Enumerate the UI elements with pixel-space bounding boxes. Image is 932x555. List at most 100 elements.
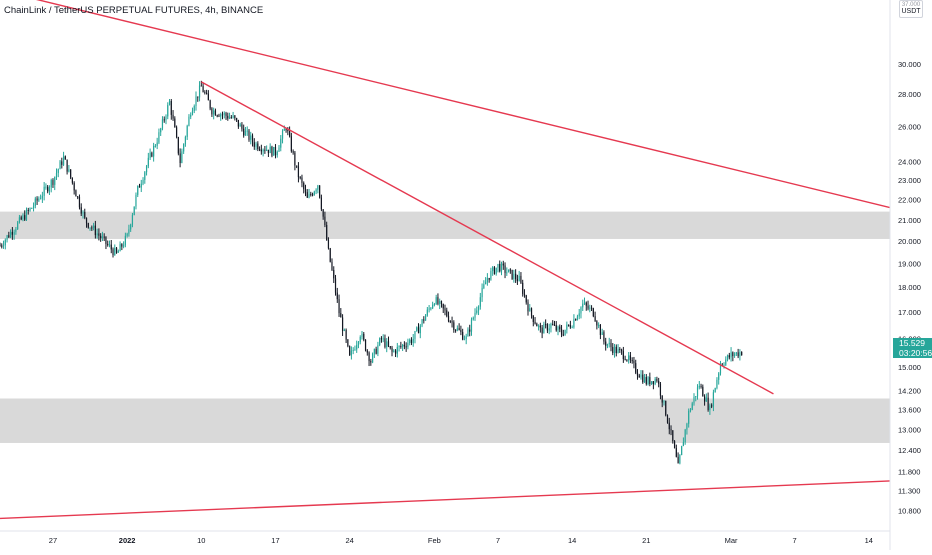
candle-body (338, 299, 340, 314)
candle-body (463, 339, 466, 341)
candle-body (656, 378, 658, 382)
candle-body (368, 352, 370, 362)
candle-body (421, 319, 423, 326)
candle-body (506, 272, 508, 274)
candle-body (41, 195, 43, 199)
candle-body (672, 430, 674, 442)
candle-body (84, 212, 86, 218)
candle-body (89, 227, 91, 229)
price-axis: 30.000 28.000 26.000 24.000 23.000 22.000 21.0… (898, 60, 921, 515)
candle-body (562, 334, 564, 336)
candle-body (38, 198, 40, 201)
candle-body (426, 309, 428, 316)
candle-body (536, 323, 538, 327)
candle-body (366, 350, 368, 353)
candle-body (207, 93, 209, 101)
candle-body (479, 297, 481, 307)
candle-body (442, 303, 444, 309)
candle-body (246, 130, 248, 132)
candle-body (560, 329, 563, 335)
candle-body (527, 302, 529, 312)
candle-body (77, 196, 79, 198)
candle-body (297, 166, 300, 178)
candle-body (315, 189, 317, 192)
candle-body (354, 349, 356, 351)
candle-body (576, 316, 579, 321)
candle-body (280, 138, 282, 148)
candle-body (529, 308, 531, 312)
candle-body (17, 222, 19, 230)
candle-body (13, 231, 15, 235)
candle-body (504, 265, 506, 273)
candle-body (684, 429, 686, 443)
candle-body (1, 245, 3, 247)
candle-body (40, 198, 42, 200)
price-tick-label: 18.000 (898, 283, 921, 292)
candle-body (296, 165, 298, 167)
candle-body (629, 355, 632, 361)
candle-body (193, 106, 195, 111)
candle-body (673, 441, 676, 449)
candle-body (257, 143, 259, 150)
candle-body (168, 100, 171, 106)
candle-body (539, 325, 541, 328)
candle-body (304, 189, 307, 193)
candle-body (234, 115, 236, 119)
candle-body (518, 275, 520, 282)
candle-body (188, 116, 190, 126)
candle-body (241, 124, 243, 129)
candle-body (582, 303, 584, 308)
candle-body (184, 136, 187, 145)
candle-body (80, 207, 82, 214)
candle-body (149, 152, 151, 158)
candle-body (454, 329, 457, 331)
candle-body (490, 271, 492, 280)
candle-body (324, 216, 326, 225)
candle-body (343, 329, 345, 331)
currency-code: USDT (901, 8, 921, 15)
candle-body (213, 110, 215, 115)
candle-body (174, 118, 176, 128)
candle-body (446, 310, 448, 317)
candle-body (659, 383, 662, 396)
candle-body (462, 331, 464, 340)
candle-body (75, 190, 77, 197)
candle-body (502, 263, 504, 266)
candle-body (181, 151, 183, 163)
price-tick-label: 12.400 (898, 446, 921, 455)
candle-body (243, 128, 245, 136)
candle-body (620, 349, 623, 352)
candle-body (409, 339, 411, 343)
candle-body (384, 338, 386, 348)
candle-body (622, 351, 624, 360)
candle-body (603, 332, 605, 342)
candle-body (626, 359, 628, 361)
time-tick-label: 14 (568, 536, 576, 545)
candle-body (209, 100, 211, 109)
candle-body (652, 381, 654, 385)
candle-body (121, 244, 123, 247)
candle-body (64, 156, 66, 160)
candle-body (191, 110, 194, 115)
candle-body (107, 243, 109, 245)
candle-body (278, 147, 280, 152)
candle-body (131, 215, 134, 225)
candle-body (349, 346, 351, 356)
last-price: 15.529 (899, 338, 925, 348)
candle-body (154, 145, 156, 147)
currency-label[interactable]: 37.000 USDT (899, 0, 923, 18)
candle-body (658, 381, 660, 384)
candle-body (407, 342, 409, 348)
candle-body (515, 273, 517, 280)
candle-body (214, 110, 217, 116)
candle-body (734, 354, 736, 357)
candle-body (444, 308, 446, 311)
candle-body (165, 116, 167, 120)
price-tick-label: 13.600 (898, 406, 921, 415)
candle-body (126, 233, 128, 236)
currency-top-price: 37.000 (901, 2, 921, 8)
candle-body (281, 130, 284, 139)
candle-body (541, 327, 543, 334)
candle-body (449, 321, 451, 323)
